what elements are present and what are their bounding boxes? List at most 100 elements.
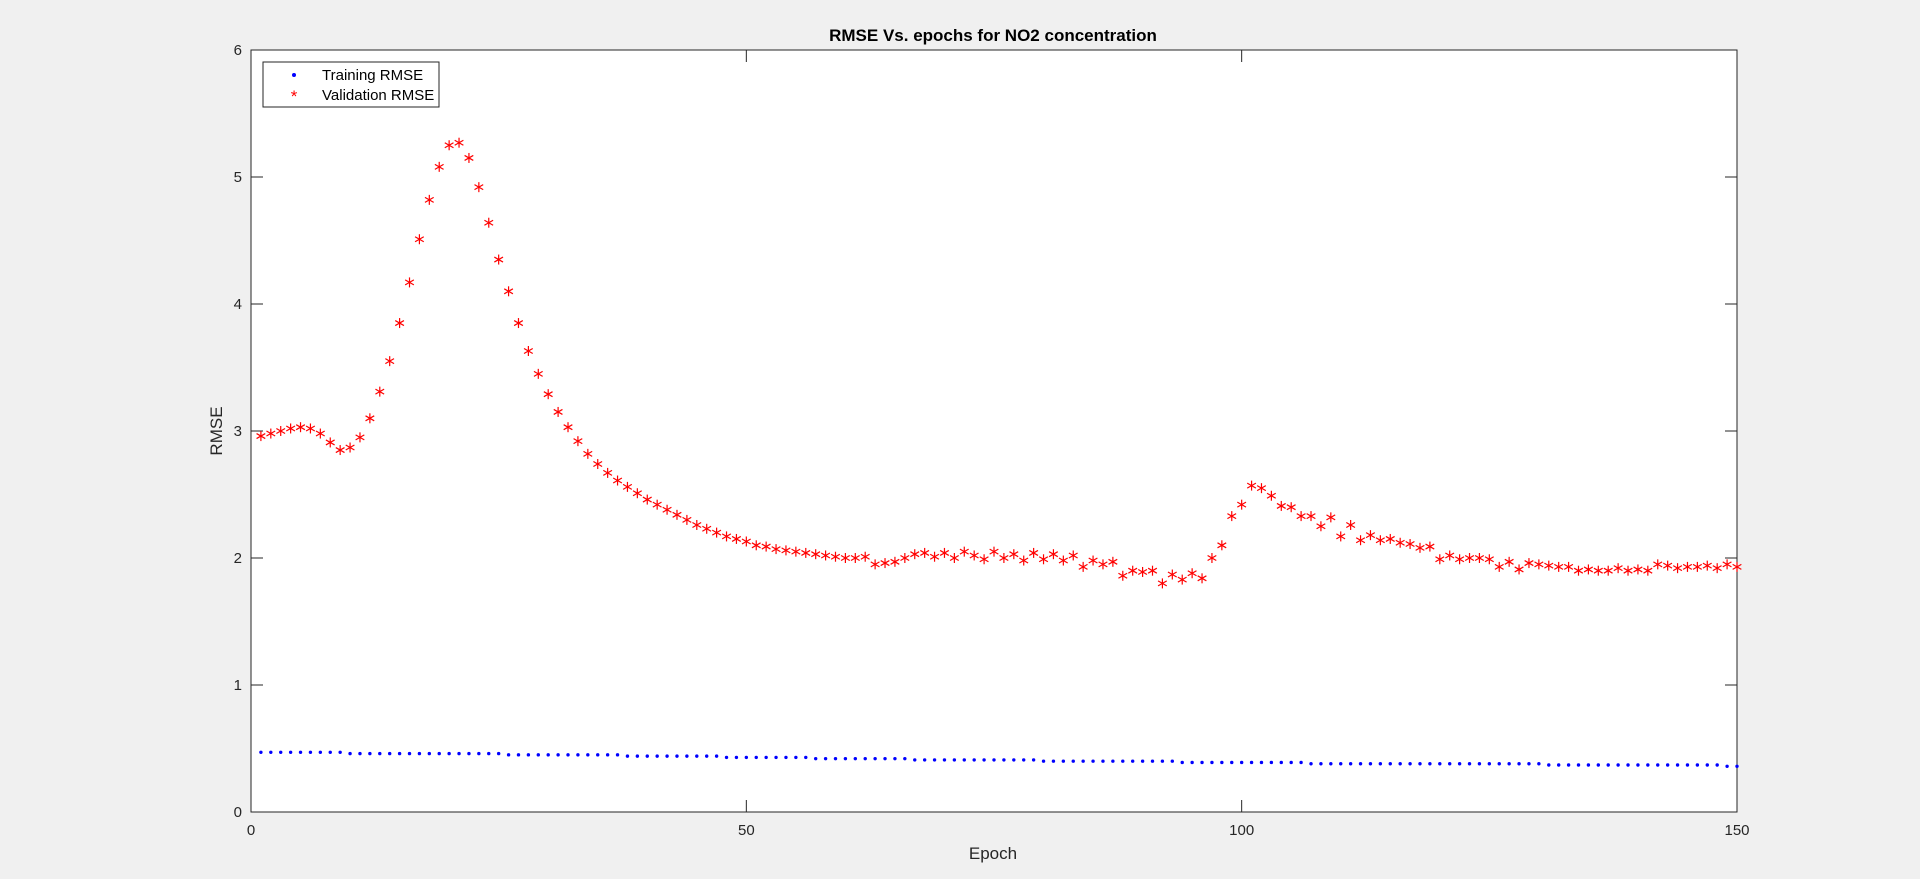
- training-point: [1358, 762, 1363, 766]
- chart-title: RMSE Vs. epochs for NO2 concentration: [829, 26, 1157, 45]
- validation-point: [295, 422, 306, 433]
- validation-point: [1088, 555, 1098, 566]
- validation-point: [870, 559, 880, 570]
- training-point: [378, 751, 382, 756]
- data-markers: [256, 137, 1742, 768]
- training-point: [665, 754, 669, 758]
- training-point: [754, 755, 758, 760]
- training-point: [635, 754, 640, 758]
- validation-point: [830, 551, 841, 562]
- validation-point: [860, 551, 870, 562]
- validation-point: [1623, 565, 1633, 576]
- training-point: [1616, 763, 1620, 767]
- training-point: [566, 753, 570, 757]
- training-point: [1477, 762, 1482, 766]
- validation-point: [1217, 540, 1227, 551]
- training-point: [1041, 759, 1046, 763]
- validation-point: [1256, 483, 1267, 494]
- training-point: [298, 750, 303, 755]
- validation-point: [662, 504, 672, 515]
- validation-point: [1058, 555, 1068, 566]
- validation-point: [682, 514, 692, 525]
- training-point: [1636, 763, 1640, 767]
- validation-point: [593, 459, 603, 470]
- training-point: [1576, 763, 1581, 767]
- training-point: [615, 753, 620, 757]
- validation-point: [771, 544, 781, 555]
- validation-point: [1613, 563, 1623, 574]
- y-tick-label: 1: [234, 677, 242, 694]
- training-point: [1438, 762, 1442, 766]
- validation-point: [692, 519, 702, 530]
- validation-point: [1504, 556, 1514, 567]
- validation-point: [1524, 558, 1534, 569]
- validation-point: [1128, 565, 1138, 576]
- training-rmse-series: [259, 750, 1739, 768]
- training-point: [823, 756, 828, 761]
- validation-point: [1514, 564, 1524, 575]
- training-point: [705, 754, 709, 758]
- validation-point: [276, 426, 286, 436]
- validation-point: [385, 356, 395, 367]
- training-point: [942, 758, 947, 762]
- validation-point: [1593, 565, 1603, 576]
- validation-point: [850, 553, 860, 563]
- validation-point: [751, 540, 761, 551]
- training-point: [467, 751, 471, 756]
- training-point: [685, 754, 689, 758]
- validation-point: [939, 547, 950, 558]
- training-point: [1220, 760, 1224, 765]
- training-point: [269, 750, 273, 755]
- training-point: [546, 753, 550, 757]
- training-point: [328, 750, 332, 755]
- y-tick-label: 4: [234, 296, 242, 313]
- training-point: [427, 751, 432, 756]
- validation-point: [394, 318, 405, 329]
- training-point: [1180, 760, 1184, 765]
- training-point: [496, 751, 501, 756]
- validation-point: [1464, 553, 1475, 563]
- training-point: [655, 754, 659, 758]
- training-point: [1190, 760, 1194, 765]
- validation-point: [1494, 561, 1504, 572]
- training-point: [368, 751, 372, 756]
- validation-point: [404, 277, 415, 288]
- legend-training-label: Training RMSE: [322, 67, 423, 84]
- training-point: [1705, 763, 1709, 767]
- validation-point: [1098, 559, 1108, 570]
- validation-point: [929, 551, 940, 562]
- training-point: [1140, 759, 1145, 763]
- training-point: [1556, 763, 1561, 767]
- training-point: [556, 753, 560, 757]
- training-point: [833, 756, 838, 761]
- validation-point: [494, 254, 504, 265]
- legend-training-marker: [292, 73, 296, 77]
- training-point: [1101, 759, 1105, 763]
- training-point: [1230, 760, 1234, 765]
- training-point: [913, 758, 917, 762]
- validation-point: [1038, 554, 1049, 565]
- x-tick-label: 150: [1724, 822, 1749, 839]
- training-point: [487, 751, 491, 756]
- training-point: [1675, 763, 1680, 767]
- training-point: [1200, 760, 1204, 765]
- validation-point: [1068, 550, 1078, 561]
- validation-point: [1207, 553, 1217, 563]
- validation-point: [1554, 561, 1564, 572]
- training-point: [863, 756, 867, 761]
- training-point: [1586, 763, 1591, 767]
- training-point: [397, 751, 402, 756]
- validation-point: [484, 217, 494, 228]
- training-point: [774, 755, 778, 760]
- training-point: [932, 758, 937, 762]
- validation-point: [721, 531, 732, 542]
- training-point: [526, 753, 531, 757]
- validation-point: [612, 475, 623, 486]
- training-point: [714, 754, 719, 758]
- validation-point: [1157, 578, 1168, 589]
- training-point: [1348, 762, 1353, 766]
- validation-point: [573, 436, 583, 447]
- validation-point: [1266, 490, 1277, 501]
- validation-point: [414, 234, 425, 245]
- validation-point: [989, 546, 999, 557]
